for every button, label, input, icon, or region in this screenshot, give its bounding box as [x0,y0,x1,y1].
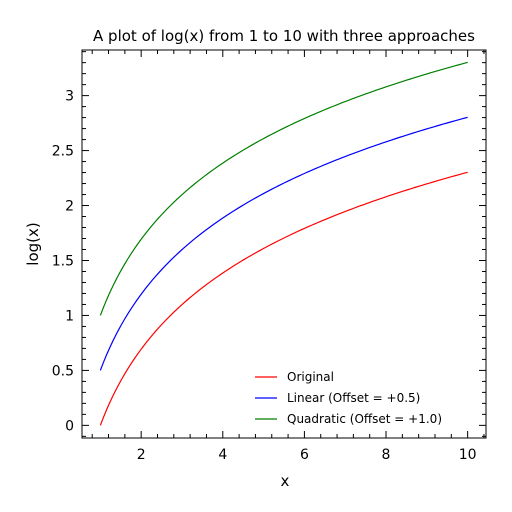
legend-entry-label: Quadratic (Offset = +1.0) [287,412,442,426]
chart-title: A plot of log(x) from 1 to 10 with three… [93,27,475,45]
y-tick-label: 1 [65,308,74,324]
y-tick-label: 0 [65,418,74,434]
x-tick-label: 2 [137,447,146,463]
y-tick-label: 2 [65,199,74,215]
series-line-1 [99,171,468,426]
x-tick-label: 4 [218,447,227,463]
plot-area-frame [81,49,487,439]
series-lines [99,61,468,426]
y-tick-label: 0.5 [52,363,74,379]
series-line-2 [99,116,468,371]
legend-entry-label: Original [287,370,334,384]
x-tick-label: 6 [300,447,309,463]
series-line-3 [99,61,468,316]
y-tick-label: 2.5 [52,144,74,160]
axis-ticks [82,50,486,438]
axis-tick-labels: 2 4 6 8 10 0 0.5 1 1.5 2 2.5 3 [52,89,477,463]
x-axis-label: x [281,472,290,490]
x-tick-label: 10 [459,447,477,463]
x-tick-label: 8 [382,447,391,463]
legend-entry-label: Linear (Offset = +0.5) [287,391,420,405]
y-axis-label: log(x) [24,222,42,265]
legend: Original Linear (Offset = +0.5) Quadratic … [255,370,442,426]
y-tick-label: 3 [65,89,74,105]
y-tick-label: 1.5 [52,253,74,269]
